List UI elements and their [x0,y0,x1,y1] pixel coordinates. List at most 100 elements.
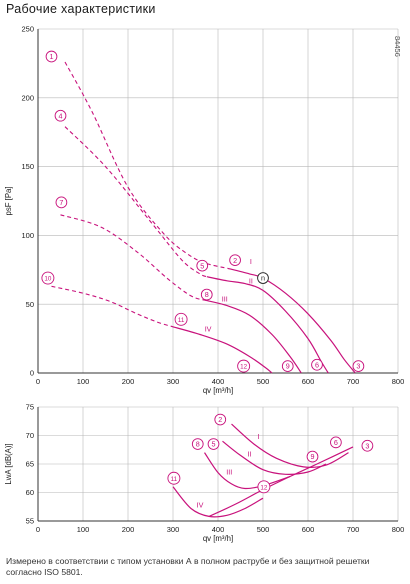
x-tick-label: 400 [212,377,225,386]
marker-label: n [261,274,265,283]
marker-circle [207,438,220,450]
x-tick-label: 800 [392,377,405,386]
marker-circle [55,196,68,209]
marker-label: 3 [365,441,369,450]
y-tick-label: 60 [26,488,34,497]
pressure-chart: 0 100 200 300 400 500 600 700 800 0 50 100 150 200 250… [4,25,404,395]
marker-circle [41,271,55,285]
curve-label: IV [205,325,212,334]
marker-label: 11 [178,317,185,324]
marker-label: 8 [205,290,209,299]
series-line-4 [64,126,208,278]
marker-circle [174,312,188,326]
y-tick-label: 200 [21,93,34,102]
x-tick-label: 800 [392,525,405,534]
y-tick-label: 250 [21,25,34,34]
y-tick-label: 65 [26,460,34,469]
y-tick-label: 150 [21,162,34,171]
curve-label: I [258,432,260,441]
marker-circle [330,436,342,449]
x-tick-label: 100 [77,377,90,386]
series-line-iii [204,299,302,374]
marker-circle [361,439,374,452]
curve-label: II [249,276,253,285]
marker-label: 3 [356,362,360,371]
series-line-7 [60,214,205,301]
marker-circle [306,450,319,463]
y-tick-label: 0 [30,369,34,378]
caption: Измерено в соответствии с типом установк… [6,556,370,577]
marker-circle [196,259,209,272]
marker-label: 5 [212,440,216,449]
curve-label: II [248,449,252,458]
series-line-i [227,267,356,374]
marker-circle [54,109,67,122]
series-line-ii [206,276,329,374]
series-line-10 [51,285,171,327]
series-line-envelope [208,446,354,517]
x-tick-label: 600 [302,525,315,534]
x-axis-label: qv [m³/h] [203,534,233,543]
marker-circle [352,360,365,372]
y-tick-label: 100 [21,231,34,240]
x-tick-label: 100 [77,525,90,534]
x-tick-label: 700 [347,525,360,534]
marker-circle [237,359,251,373]
x-axis-label: qv [m³/h] [203,386,233,395]
marker-circle [281,360,294,372]
series-line-ii [222,440,327,475]
curve-label: IV [197,501,204,510]
marker-label: 2 [218,415,222,424]
marker-label: 4 [59,111,63,120]
series-line-iv [172,486,264,518]
series-line-iv [170,325,273,374]
marker-label: 5 [200,261,204,270]
y-tick-label: 70 [26,431,34,440]
marker-label: 2 [233,256,237,265]
x-tick-label: 400 [212,525,225,534]
y-tick-label: 50 [26,300,34,309]
marker-circle [257,480,271,494]
y-axis-label: LwA [dB(A)] [4,443,13,484]
figure-id: 84456 [393,36,402,57]
x-tick-label: 600 [302,377,315,386]
marker-label: 7 [59,198,63,207]
page-title: Рабочие характеристики [6,2,156,16]
x-tick-label: 0 [36,377,40,386]
series-line-1 [64,61,229,269]
x-tick-label: 500 [257,377,270,386]
marker-label: 1 [50,52,54,61]
series-line-i [231,423,349,469]
marker-circle [311,358,323,371]
marker-label: 6 [315,360,319,369]
y-tick-label: 55 [26,517,34,526]
marker-label: 12 [260,484,268,491]
x-tick-label: 200 [122,525,135,534]
x-tick-label: 300 [167,525,180,534]
marker-circle [229,254,241,267]
curve-label: III [226,468,232,477]
marker-label: 12 [240,364,248,371]
marker-label: 9 [286,362,290,371]
performance-chart: 84456 0 100 200 300 400 500 600 700 800050100150… [4,25,404,543]
x-tick-label: 700 [347,377,360,386]
marker-circle [45,50,58,63]
marker-circle [191,438,204,450]
y-tick-label: 75 [26,403,34,412]
marker-circle [214,413,227,426]
marker-circle [257,272,269,284]
x-tick-label: 300 [167,377,180,386]
curve-label: I [250,257,252,266]
marker-label: 8 [196,440,200,449]
x-tick-label: 200 [122,377,135,386]
x-tick-label: 500 [257,525,270,534]
marker-label: 11 [171,476,178,483]
marker-circle [200,288,213,301]
curve-label: III [222,294,228,303]
y-axis-label: psF [Pa] [4,186,13,215]
marker-label: 10 [44,276,52,283]
marker-label: 6 [334,438,338,447]
marker-label: 9 [311,452,315,461]
x-tick-label: 0 [36,525,40,534]
